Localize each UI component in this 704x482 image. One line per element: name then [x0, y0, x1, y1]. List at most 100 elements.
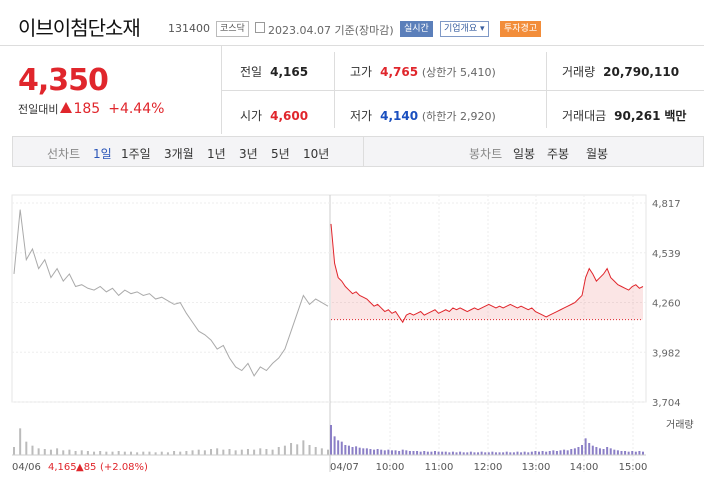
volume-bar-current — [570, 449, 573, 455]
volume-bar-current — [423, 451, 426, 455]
volume-bar-current — [584, 438, 587, 455]
x-tick-label: 14:00 — [570, 462, 599, 473]
change-value: 185 — [73, 101, 101, 117]
volume-bar-prev — [197, 449, 200, 455]
volume-bar-current — [552, 450, 555, 455]
volume-bar-current — [559, 450, 562, 455]
volume-bar-current — [591, 445, 594, 455]
prev-close: 전일 4,165 — [240, 65, 309, 79]
volume-bar-prev — [99, 451, 102, 455]
volume-bar-prev — [327, 449, 329, 455]
volume-bar-current — [365, 448, 368, 455]
volume-bar-current — [484, 452, 487, 455]
volume-bar-current — [401, 449, 404, 455]
high-price: 고가 4,765 (상한가 5,410) — [350, 65, 496, 79]
open-price: 시가 4,600 — [240, 109, 309, 123]
volume-bar-current — [624, 451, 627, 455]
volume-bar-current — [502, 452, 505, 455]
volume-bar-prev — [265, 449, 268, 455]
volume-bar-current — [480, 451, 483, 455]
x-tick-label: 04/06 — [12, 462, 41, 473]
volume-bar-current — [455, 452, 458, 455]
volume-bar-prev — [160, 451, 163, 455]
volume-bar-current — [459, 451, 462, 455]
volume-bar-prev — [203, 450, 206, 455]
volume-bar-current — [437, 451, 440, 455]
volume-bar-current — [595, 447, 598, 455]
volume-bar-current — [398, 451, 401, 455]
volume-bar-prev — [240, 449, 243, 455]
volume-bar-current — [548, 451, 551, 455]
line-chart-label: 선차트 — [47, 147, 81, 161]
calendar-icon — [255, 22, 265, 33]
y-tick-label: 3,704 — [652, 398, 681, 409]
volume-bar-current — [512, 452, 515, 455]
volume-bar-current — [426, 451, 429, 455]
tab-weekly-candle[interactable]: 주봉 — [547, 147, 570, 161]
volume-bar-prev — [253, 449, 256, 455]
volume-bar-prev — [31, 445, 34, 455]
prev-day-close: 4,165 — [48, 462, 77, 473]
volume-bar-prev — [129, 451, 132, 455]
x-tick-label: 04/07 — [330, 462, 359, 473]
volume-bar-prev — [93, 451, 96, 455]
tab-1day[interactable]: 1일 — [93, 147, 112, 161]
volume-bar-current — [627, 451, 630, 455]
volume-bar-current — [541, 451, 544, 455]
volume-bar-current — [434, 451, 436, 455]
volume-bar-current — [566, 450, 569, 455]
volume-bar-prev — [148, 451, 151, 455]
tab-monthly-candle[interactable]: 월봉 — [586, 147, 609, 161]
chart-tab-bar: 선차트 1일 1주일 3개월 1년 3년 5년 10년 봉차트 일봉 주봉 월봉 — [12, 136, 704, 167]
volume-bar-prev — [13, 447, 15, 455]
volume-bar-prev — [271, 449, 274, 455]
realtime-button[interactable]: 실시간 — [400, 21, 433, 37]
tab-1week[interactable]: 1주일 — [121, 147, 151, 161]
y-tick-label: 4,817 — [652, 199, 681, 210]
volume-bar-prev — [37, 448, 40, 455]
candle-chart-label: 봉차트 — [469, 147, 503, 161]
volume-bar-current — [383, 450, 386, 455]
prev-day-change-pct: (+2.08%) — [100, 462, 148, 473]
volume-bar-current — [473, 452, 476, 455]
volume-bar-prev — [259, 448, 262, 455]
volume-bar-prev — [111, 451, 114, 455]
volume-bar-current — [347, 445, 350, 455]
y-tick-label: 4,539 — [652, 249, 681, 260]
volume-bar-current — [376, 449, 379, 455]
volume-bar-current — [358, 447, 361, 455]
volume-bar-current — [616, 450, 619, 455]
tab-5year[interactable]: 5년 — [271, 147, 290, 161]
volume-bar-prev — [222, 449, 225, 455]
volume-bar-prev — [210, 449, 213, 455]
volume-bar-prev — [216, 448, 219, 455]
volume: 거래량 20,790,110 — [562, 65, 680, 79]
volume-bar-prev — [246, 449, 249, 455]
volume-bar-current — [394, 450, 397, 455]
tab-3month[interactable]: 3개월 — [164, 147, 194, 161]
volume-bar-prev — [25, 441, 28, 455]
stock-header: 이브이첨단소재 131400 코스닥 2023.04.07 기준(장마감) 실시… — [0, 0, 704, 44]
tab-daily-candle[interactable]: 일봉 — [513, 147, 536, 161]
volume-bar-prev — [68, 449, 71, 455]
market-badge: 코스닥 — [216, 21, 249, 37]
tab-10year[interactable]: 10년 — [303, 147, 330, 161]
volume-bar-current — [448, 452, 451, 455]
volume-bar-current — [412, 451, 415, 455]
volume-bar-current — [340, 441, 343, 455]
current-day-area — [331, 223, 643, 323]
volume-bar-prev — [166, 452, 169, 455]
volume-bar-prev — [74, 451, 77, 455]
volume-bar-prev — [123, 451, 126, 455]
tab-3year[interactable]: 3년 — [239, 147, 258, 161]
volume-bar-current — [555, 451, 558, 455]
volume-bar-current — [405, 450, 408, 455]
company-info-dropdown[interactable]: 기업개요 ▾ — [440, 21, 489, 37]
plot-frame — [11, 194, 647, 403]
volume-bar-prev — [228, 449, 231, 455]
stock-name: 이브이첨단소재 — [18, 16, 141, 40]
tab-1year[interactable]: 1년 — [207, 147, 226, 161]
volume-bar-current — [408, 451, 411, 455]
volume-bar-current — [538, 451, 540, 455]
volume-bar-current — [337, 440, 340, 455]
